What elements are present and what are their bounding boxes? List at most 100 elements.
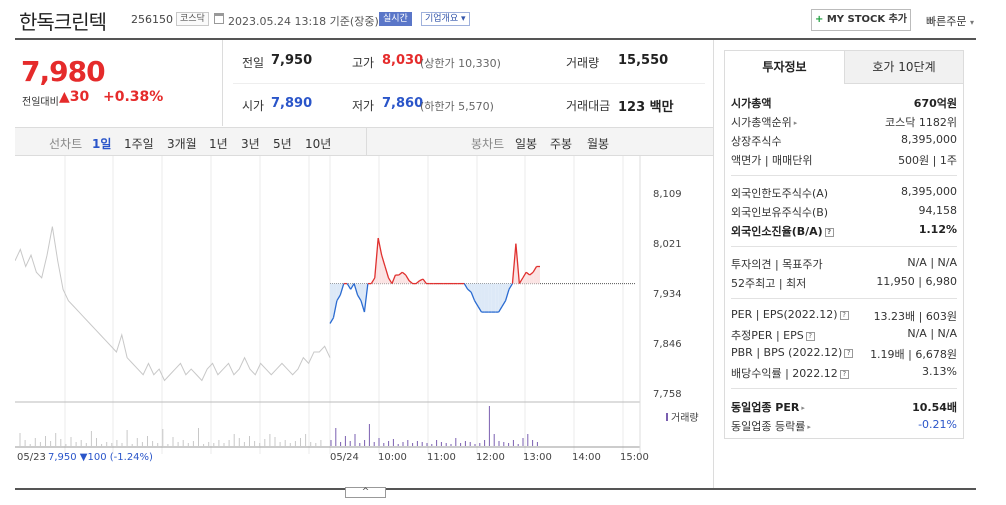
line-segment bbox=[529, 271, 534, 276]
tab-1week[interactable]: 1주일 bbox=[124, 137, 154, 151]
rank-label: 시가총액순위 bbox=[731, 116, 792, 129]
line-segment bbox=[419, 278, 424, 282]
line-segment bbox=[422, 278, 427, 284]
fill-segment bbox=[360, 283, 365, 313]
tab-3month[interactable]: 3개월 bbox=[167, 137, 197, 151]
price-chart[interactable]: 8,109 8,021 7,934 7,846 7,758 bbox=[15, 156, 713, 466]
help-icon[interactable]: ? bbox=[839, 370, 849, 379]
fill-segment bbox=[378, 238, 382, 284]
line-segment bbox=[398, 271, 403, 276]
line-segment bbox=[508, 283, 514, 290]
line-segment bbox=[498, 306, 503, 313]
tab-1year[interactable]: 1년 bbox=[209, 137, 228, 151]
chevron-up-icon: ^ bbox=[361, 487, 370, 497]
open-value: 7,890 bbox=[271, 96, 313, 111]
price-divider bbox=[222, 40, 223, 126]
open-label: 시가 bbox=[242, 99, 265, 113]
industry-rate-row[interactable]: 동일업종 등락률 ▸ -0.21% bbox=[731, 418, 957, 436]
fill-segment bbox=[488, 283, 492, 313]
tab-divider bbox=[366, 128, 367, 155]
corp-info-dropdown[interactable]: 기업개요 ▾ bbox=[421, 12, 470, 26]
rank-row[interactable]: 시가총액순위 ▸ 코스닥 1182위 bbox=[731, 114, 957, 132]
fill-segment bbox=[495, 283, 499, 313]
tab-investment-info[interactable]: 투자정보 bbox=[725, 51, 845, 84]
current-price: 7,980 bbox=[21, 55, 106, 88]
line-segment bbox=[518, 277, 524, 284]
tab-10year[interactable]: 10년 bbox=[305, 137, 332, 151]
left-summary: 7,950 ▼100 (-1.24%) bbox=[48, 452, 153, 463]
tab-3year[interactable]: 3년 bbox=[241, 137, 260, 151]
prev-close-label: 전일 bbox=[242, 56, 265, 70]
bottom-divider bbox=[15, 488, 976, 490]
low-label: 저가 bbox=[352, 99, 375, 113]
line-segment bbox=[474, 300, 479, 307]
fill-segment bbox=[395, 275, 399, 284]
y-tick-label: 8,109 bbox=[653, 189, 682, 200]
fill-segment bbox=[347, 283, 351, 290]
line-segment bbox=[532, 266, 538, 273]
change-value: ▲30 bbox=[59, 89, 89, 105]
fill-segment bbox=[464, 283, 468, 290]
change-amount: 30 bbox=[69, 89, 90, 105]
mystock-add-button[interactable]: + MY STOCK 추가 bbox=[811, 9, 911, 31]
fill-segment bbox=[474, 283, 479, 307]
x-tick-label: 10:00 bbox=[378, 452, 407, 463]
collapse-button[interactable]: ^ bbox=[345, 487, 386, 498]
panel-separator bbox=[731, 175, 957, 176]
tab-1day[interactable]: 1일 bbox=[92, 137, 112, 151]
volume-legend: 거래량 bbox=[666, 409, 699, 424]
line-segment bbox=[350, 283, 355, 290]
quick-order-button[interactable]: 빠른주문 ▾ bbox=[926, 13, 974, 29]
line-segment bbox=[501, 300, 507, 307]
high-label: 고가 bbox=[352, 56, 375, 70]
fill-segment bbox=[336, 283, 341, 301]
line-segment bbox=[463, 283, 469, 290]
fill-segment bbox=[519, 277, 523, 284]
foreign-limit-label: 외국인한도주식수(A) bbox=[731, 187, 829, 200]
line-segment bbox=[470, 291, 476, 301]
line-segment bbox=[360, 300, 366, 313]
realtime-badge[interactable]: 실시간 bbox=[379, 12, 412, 26]
shares-row: 상장주식수 8,395,000 bbox=[731, 133, 957, 151]
volume-legend-label: 거래량 bbox=[671, 413, 699, 424]
help-icon[interactable]: ? bbox=[844, 349, 854, 358]
change-percent: +0.38% bbox=[103, 89, 164, 105]
line-segment bbox=[467, 288, 472, 293]
industry-per-row[interactable]: 동일업종 PER ▸ 10.54배 bbox=[731, 399, 957, 417]
foreign-hold-value: 94,158 bbox=[918, 204, 958, 217]
help-icon[interactable]: ? bbox=[839, 311, 849, 320]
right-date: 05/24 bbox=[330, 452, 359, 463]
help-icon[interactable]: ? bbox=[805, 332, 815, 341]
fill-segment bbox=[522, 272, 527, 284]
line-segment bbox=[408, 280, 414, 285]
investment-info-panel: 투자정보 호가 10단계 시가총액 670억원 시가총액순위 ▸ 코스닥 1182위 … bbox=[724, 50, 964, 439]
tab-orderbook-10[interactable]: 호가 10단계 bbox=[845, 51, 963, 84]
fill-segment bbox=[330, 283, 334, 324]
quick-order-label: 빠른주문 bbox=[926, 15, 967, 28]
tab-weekly[interactable]: 주봉 bbox=[550, 137, 573, 151]
candle-chart-label: 봉차트 bbox=[471, 137, 505, 151]
per-row: PER | EPS(2022.12)? 13.23배 | 603원 bbox=[731, 308, 957, 326]
market-cap-label: 시가총액 bbox=[731, 97, 772, 110]
dividend-label: 배당수익률 | 2022.12 bbox=[731, 367, 838, 380]
high-value: 8,030 bbox=[382, 53, 424, 68]
per-value: 13.23배 | 603원 bbox=[873, 310, 957, 323]
help-icon[interactable]: ? bbox=[824, 228, 834, 237]
triangle-right-icon: ▸ bbox=[801, 404, 805, 412]
y-axis-labels: 8,109 8,021 7,934 7,846 7,758 bbox=[653, 189, 682, 400]
triangle-right-icon: ▸ bbox=[807, 423, 811, 431]
fill-segment bbox=[484, 283, 489, 313]
fill-segment bbox=[478, 283, 482, 313]
today-fill bbox=[330, 238, 540, 324]
x-tick-label: 12:00 bbox=[476, 452, 505, 463]
fill-segment bbox=[536, 266, 540, 284]
prev-day-series bbox=[15, 226, 331, 382]
tab-5year[interactable]: 5년 bbox=[273, 137, 292, 151]
tab-monthly[interactable]: 월봉 bbox=[587, 137, 610, 151]
foreign-hold-label: 외국인보유주식수(B) bbox=[731, 206, 829, 219]
par-row: 액면가 | 매매단위 500원 | 1주 bbox=[731, 152, 957, 170]
rank-value: 코스닥 1182위 bbox=[885, 116, 957, 129]
y-tick-label: 7,934 bbox=[653, 289, 682, 300]
tab-daily[interactable]: 일봉 bbox=[515, 137, 538, 151]
stock-code: 256150 bbox=[131, 13, 173, 26]
